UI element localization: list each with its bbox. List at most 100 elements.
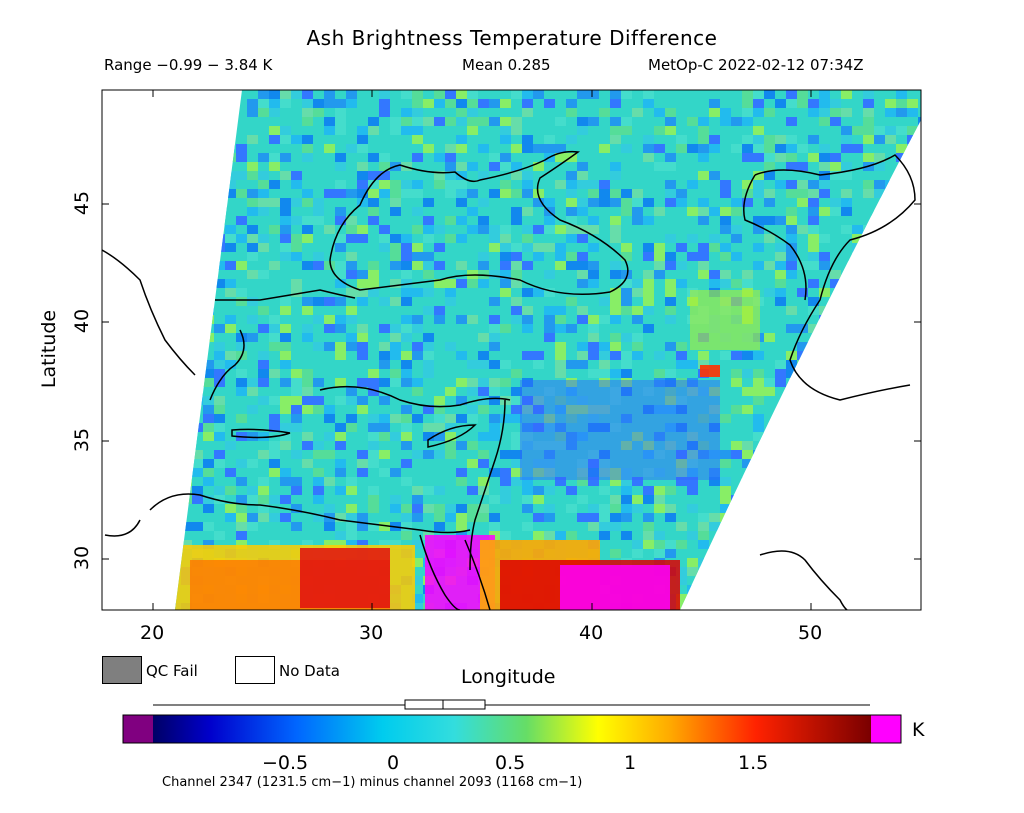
swath-pixel <box>423 342 434 351</box>
swath-pixel <box>225 468 236 477</box>
swath-pixel <box>489 171 500 180</box>
swath-pixel <box>269 540 280 549</box>
swath-pixel <box>808 279 819 288</box>
swath-pixel <box>852 432 863 441</box>
swath-pixel <box>324 369 335 378</box>
swath-pixel <box>698 360 709 369</box>
swath-pixel <box>566 216 577 225</box>
swath-pixel <box>522 378 533 387</box>
swath-pixel <box>291 171 302 180</box>
swath-pixel <box>742 90 753 99</box>
swath-pixel <box>456 117 467 126</box>
swath-pixel <box>709 144 720 153</box>
swath-pixel <box>390 261 401 270</box>
swath-pixel <box>181 378 192 387</box>
swath-pixel <box>302 297 313 306</box>
swath-pixel <box>401 234 412 243</box>
swath-pixel <box>852 468 863 477</box>
swath-pixel <box>566 432 577 441</box>
swath-pixel <box>335 189 346 198</box>
swath-pixel <box>808 189 819 198</box>
swath-pixel <box>720 270 731 279</box>
swath-pixel <box>313 396 324 405</box>
colorbar-tick-label: −0.5 <box>262 752 309 774</box>
swath-pixel <box>478 450 489 459</box>
swath-pixel <box>665 486 676 495</box>
swath-pixel <box>896 432 907 441</box>
swath-pixel <box>643 99 654 108</box>
swath-pixel <box>302 99 313 108</box>
swath-pixel <box>830 603 841 610</box>
y-tick-marks <box>102 203 921 560</box>
swath-pixel <box>522 189 533 198</box>
swath-pixel <box>852 423 863 432</box>
swath-pixel <box>577 306 588 315</box>
swath-pixel <box>236 189 247 198</box>
swath-pixel <box>225 261 236 270</box>
swath-pixel <box>401 252 412 261</box>
swath-pixel <box>610 261 621 270</box>
swath-pixel <box>632 108 643 117</box>
swath-pixel <box>742 189 753 198</box>
swath-pixel <box>500 531 511 540</box>
swath-pixel <box>654 450 665 459</box>
swath-pixel <box>423 423 434 432</box>
swath-pixel <box>742 405 753 414</box>
swath-pixel <box>478 378 489 387</box>
swath-pixel <box>335 423 346 432</box>
swath-pixel <box>313 495 324 504</box>
swath-pixel <box>335 351 346 360</box>
swath-pixel <box>247 252 258 261</box>
swath-pixel <box>687 387 698 396</box>
swath-pixel <box>632 432 643 441</box>
swath-pixel <box>412 450 423 459</box>
swath-pixel <box>269 342 280 351</box>
swath-pixel <box>467 315 478 324</box>
swath-pixel <box>247 405 258 414</box>
swath-pixel <box>511 207 522 216</box>
swath-pixel <box>720 378 731 387</box>
swath-pixel <box>302 153 313 162</box>
swath-pixel <box>478 198 489 207</box>
swath-pixel <box>236 333 247 342</box>
swath-pixel <box>907 252 918 261</box>
swath-pixel <box>599 450 610 459</box>
swath-pixel <box>357 243 368 252</box>
swath-pixel <box>676 603 687 610</box>
swath-pixel <box>489 243 500 252</box>
swath-pixel <box>335 513 346 522</box>
swath-pixel <box>467 117 478 126</box>
swath-pixel <box>720 414 731 423</box>
swath-pixel <box>324 522 335 531</box>
swath-pixel <box>203 99 214 108</box>
swath-pixel <box>401 522 412 531</box>
swath-pixel <box>346 414 357 423</box>
swath-pixel <box>247 234 258 243</box>
swath-pixel <box>841 315 852 324</box>
swath-pixel <box>181 270 192 279</box>
swath-pixel <box>643 324 654 333</box>
swath-pixel <box>247 243 258 252</box>
plot-frame <box>101 89 922 611</box>
swath-pixel <box>522 495 533 504</box>
swath-pixel <box>907 432 918 441</box>
swath-pixel <box>346 486 357 495</box>
swath-pixel <box>687 441 698 450</box>
swath-pixel <box>621 369 632 378</box>
swath-pixel <box>214 360 225 369</box>
swath-pixel <box>225 90 236 99</box>
swath-pixel <box>698 252 709 261</box>
swath-pixel <box>577 198 588 207</box>
swath-pixel <box>907 135 918 144</box>
swath-pixel <box>709 171 720 180</box>
swath-pixel <box>632 198 643 207</box>
swath-pixel <box>830 108 841 117</box>
swath-pixel <box>852 324 863 333</box>
swath-pixel <box>566 189 577 198</box>
swath-pixel <box>533 243 544 252</box>
swath-pixel <box>753 450 764 459</box>
swath-pixel <box>566 297 577 306</box>
swath-pixel <box>841 135 852 144</box>
swath-pixel <box>885 333 896 342</box>
swath-pixel <box>236 513 247 522</box>
